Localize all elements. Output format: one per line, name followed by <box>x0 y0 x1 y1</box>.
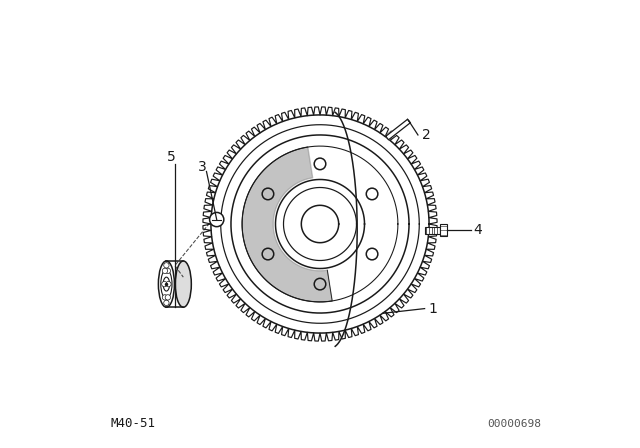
Ellipse shape <box>175 261 191 307</box>
Polygon shape <box>386 119 410 140</box>
FancyBboxPatch shape <box>424 227 440 234</box>
FancyBboxPatch shape <box>440 224 447 236</box>
Circle shape <box>209 212 224 227</box>
Circle shape <box>164 300 169 306</box>
Text: 2: 2 <box>422 128 430 142</box>
Text: M40-51: M40-51 <box>111 417 156 430</box>
Circle shape <box>163 268 168 274</box>
Text: 3: 3 <box>198 160 206 174</box>
Polygon shape <box>242 147 332 302</box>
Circle shape <box>165 295 170 300</box>
Circle shape <box>162 281 167 287</box>
Text: 00000698: 00000698 <box>487 418 541 429</box>
Text: 1: 1 <box>428 302 437 315</box>
Text: 4: 4 <box>474 223 483 237</box>
Circle shape <box>165 268 170 274</box>
Circle shape <box>164 263 169 268</box>
Circle shape <box>166 281 171 287</box>
Text: 5: 5 <box>167 150 175 164</box>
Circle shape <box>163 295 168 300</box>
